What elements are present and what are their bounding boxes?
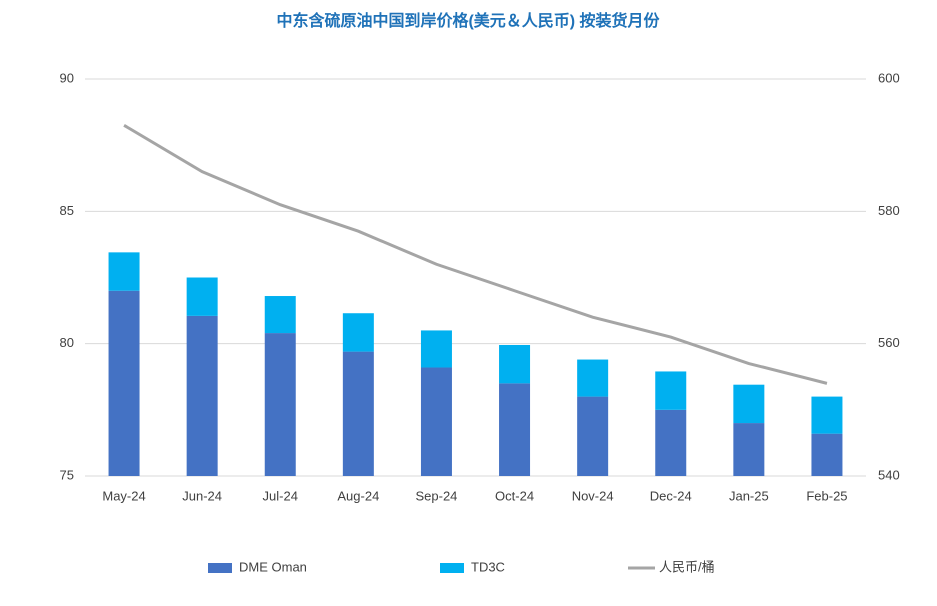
bar [733, 423, 765, 476]
y2-tick-label: 600 [878, 70, 900, 85]
y2-tick-label: 560 [878, 335, 900, 350]
bar [499, 344, 531, 384]
legend-label: DME Oman [239, 559, 307, 574]
bar [499, 383, 531, 476]
y-tick-label: 85 [60, 203, 74, 218]
x-tick-label: Aug-24 [337, 488, 379, 503]
y2-tick-label: 580 [878, 203, 900, 218]
legend-swatch [208, 563, 232, 573]
legend-label: TD3C [471, 559, 505, 574]
x-tick-label: Feb-25 [806, 488, 847, 503]
y-tick-label: 80 [60, 335, 74, 350]
bar [655, 409, 687, 476]
x-tick-label: Jan-25 [729, 488, 769, 503]
legend-label: 人民币/桶 [659, 559, 715, 574]
x-tick-label: Nov-24 [572, 488, 614, 503]
bar [264, 333, 296, 476]
bar [264, 296, 296, 334]
x-tick-label: Sep-24 [415, 488, 457, 503]
bar [577, 396, 609, 476]
bar [811, 396, 843, 434]
y-tick-label: 75 [60, 467, 74, 482]
y-tick-label: 90 [60, 70, 74, 85]
bar [108, 290, 140, 476]
bar [420, 367, 452, 476]
x-tick-label: Dec-24 [650, 488, 692, 503]
legend-swatch [440, 563, 464, 573]
bar [108, 252, 140, 291]
x-tick-label: Oct-24 [495, 488, 534, 503]
bar [342, 313, 374, 352]
chart-title: 中东含硫原油中国到岸价格(美元＆人民币) 按装货月份 [276, 11, 660, 30]
bar [811, 433, 843, 476]
bar [342, 351, 374, 476]
bar [655, 371, 687, 410]
bar [186, 277, 218, 316]
line [123, 124, 828, 385]
x-tick-label: Jul-24 [263, 488, 298, 503]
bar [577, 359, 609, 397]
x-tick-label: Jun-24 [182, 488, 222, 503]
bar [420, 330, 452, 368]
bar [733, 384, 765, 424]
bar [186, 315, 218, 476]
y2-tick-label: 540 [878, 467, 900, 482]
x-tick-label: May-24 [102, 488, 145, 503]
